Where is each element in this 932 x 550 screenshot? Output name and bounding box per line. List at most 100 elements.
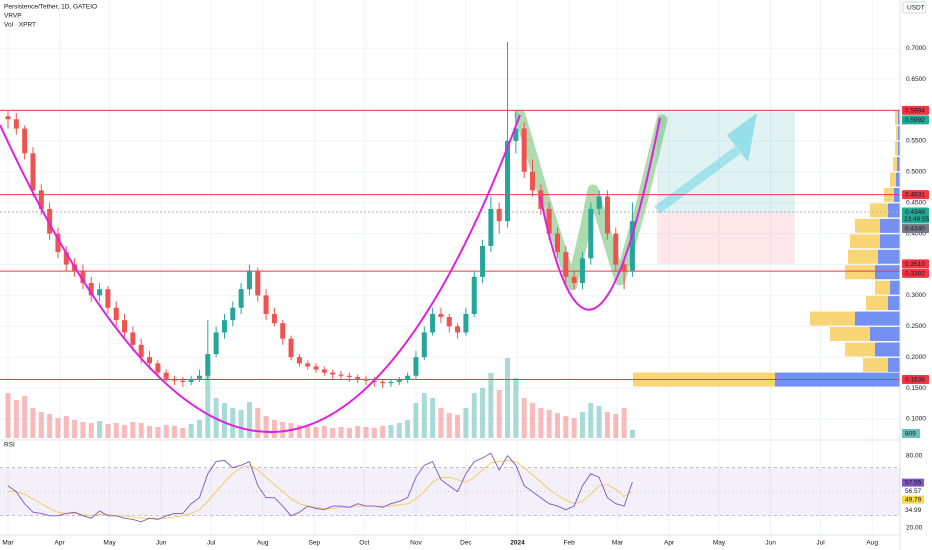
volume-bar	[480, 388, 486, 438]
x-tick-label: Jul	[207, 540, 216, 547]
x-tick-label: Feb	[564, 540, 576, 547]
volume-bar	[571, 418, 577, 438]
price-label: 0.5992	[905, 117, 925, 124]
volume-bar	[188, 424, 194, 438]
volume-bar	[421, 393, 427, 438]
candle-body	[363, 378, 369, 381]
levels	[0, 109, 900, 381]
volume-bar	[105, 424, 111, 438]
countdown: 23:48:55	[904, 216, 930, 223]
rsi-label-box	[902, 478, 924, 487]
candle-body	[629, 221, 635, 271]
volume-bar	[554, 413, 560, 438]
candle-body	[113, 307, 119, 321]
candle-body	[230, 307, 236, 321]
y-tick-label: 0.5500	[906, 138, 926, 145]
rsi-value-label: 49.79	[905, 497, 922, 504]
candle-body	[188, 378, 194, 382]
profile-up	[898, 126, 900, 141]
candle-body	[604, 196, 610, 234]
volume-bar	[330, 428, 336, 438]
volume-bar	[579, 412, 585, 438]
volume-bar	[230, 408, 236, 438]
candle-body	[563, 252, 569, 277]
y-tick-label: 0.6500	[906, 76, 926, 83]
candle-body	[221, 320, 227, 333]
price-label: 0.3510	[905, 261, 925, 268]
volume-bar	[221, 403, 227, 438]
x-tick-label: Apr	[664, 540, 675, 547]
volume-bar	[138, 423, 144, 438]
arrow-head	[727, 113, 757, 162]
indicator-label: Vol · XPRT	[4, 22, 36, 29]
volume-bar	[313, 427, 319, 438]
rsi-tick-label: 80.00	[906, 452, 923, 459]
volume-bar	[488, 373, 494, 438]
candle-body	[105, 289, 111, 308]
volume-bar	[396, 423, 402, 438]
x-tick-label: Mar	[2, 540, 14, 547]
profile-up	[880, 218, 900, 233]
candle-body	[255, 270, 261, 296]
candle-body	[38, 190, 44, 209]
volume-bar	[155, 427, 161, 438]
volume-bar	[563, 416, 569, 438]
candle-body	[396, 380, 402, 382]
candle-body	[130, 332, 136, 345]
candle-body	[405, 375, 411, 381]
candle-body	[330, 372, 336, 375]
volume-bar	[496, 390, 502, 438]
volume-bar	[505, 358, 511, 438]
x-tick-label: Sep	[309, 540, 321, 547]
candle-body	[380, 381, 386, 384]
volume-label-box	[902, 429, 920, 438]
candle-body	[122, 320, 128, 333]
currency-box[interactable]	[902, 1, 927, 14]
candle-body	[588, 208, 594, 259]
volume-bar	[613, 414, 619, 438]
x-tick-label: Jul	[816, 540, 825, 547]
profile-up	[880, 234, 900, 249]
indicator-label: VRVP	[4, 13, 22, 20]
volume-bar	[172, 426, 178, 438]
profile-up	[888, 296, 900, 311]
volume-bar	[538, 408, 544, 438]
currency[interactable]: USDT	[907, 5, 925, 12]
volume-bar	[430, 398, 436, 438]
profile-down	[895, 141, 898, 156]
y-tick-label: 0.4500	[906, 199, 926, 206]
candle-body	[463, 313, 469, 333]
small-cup-curve	[539, 117, 661, 311]
candle-body	[147, 357, 153, 364]
candle-body	[97, 289, 103, 296]
candle-body	[388, 381, 394, 384]
candle-body	[521, 128, 527, 172]
candle-body	[505, 140, 511, 222]
candle-body	[313, 366, 319, 370]
rsi-label-box	[902, 495, 924, 504]
x-tick-label: Mar	[612, 540, 624, 547]
candle-body	[596, 196, 602, 209]
y-tick-label: 0.5000	[906, 169, 926, 176]
candle-body	[13, 119, 19, 129]
candle-body	[163, 372, 169, 379]
volume-bar	[513, 378, 519, 438]
candle-body	[488, 208, 494, 246]
candle-body	[621, 264, 627, 271]
volume-bar	[371, 428, 377, 438]
volume-bar	[463, 408, 469, 438]
profile-down	[845, 265, 875, 280]
volume-bar	[63, 416, 69, 438]
volume-bar	[621, 408, 627, 438]
y-tick-label: 0.3000	[906, 292, 926, 299]
volume-bar	[455, 415, 461, 438]
x-tick-label: Dec	[460, 540, 472, 547]
long-stop-zone	[657, 213, 795, 264]
volume-bar	[471, 393, 477, 438]
x-tick-label: Jun	[156, 540, 167, 547]
cup-curve	[0, 114, 521, 433]
candle-body	[321, 369, 327, 373]
profile-up	[878, 249, 900, 264]
candle-body	[346, 375, 352, 377]
